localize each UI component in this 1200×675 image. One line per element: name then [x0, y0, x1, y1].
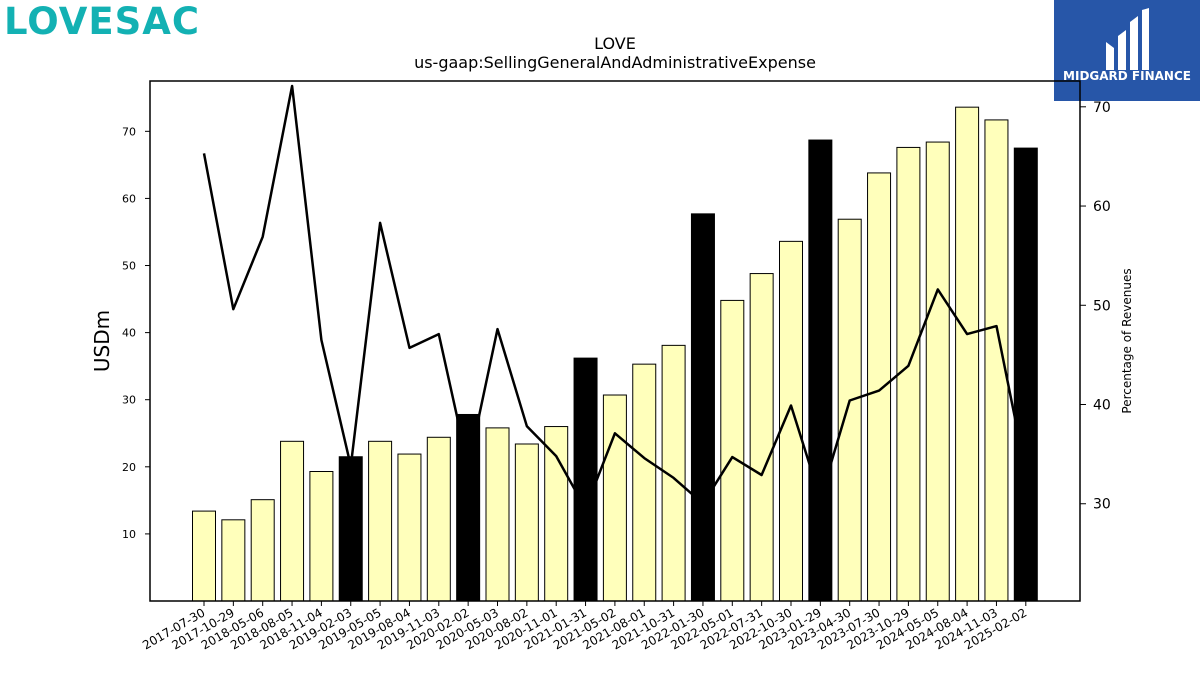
- x-axis: 2017-07-302017-10-292018-05-062018-08-05…: [140, 601, 1029, 652]
- line-series: [202, 84, 1028, 510]
- bar: [514, 443, 539, 602]
- lovesac-logo: LOVESAC: [4, 0, 201, 43]
- chart-title: LOVE: [594, 34, 636, 53]
- y-tick-label: 70: [122, 125, 136, 138]
- bar: [368, 440, 393, 602]
- bar-series: [192, 106, 1038, 602]
- bar: [749, 273, 774, 602]
- y2-axis: 30 40 50 60 70: [1080, 100, 1111, 513]
- y-axis: 10 20 30 40 50 60 70: [122, 125, 150, 541]
- y2-tick-label: 30: [1093, 497, 1111, 513]
- percent-line: [202, 84, 1028, 510]
- midgard-finance-logo: MIDGARD FINANCE: [1054, 0, 1200, 101]
- bar: [602, 394, 627, 602]
- bar: [867, 172, 892, 602]
- bar: [544, 426, 569, 602]
- y-tick-label: 40: [122, 327, 136, 340]
- y-tick-label: 60: [122, 192, 136, 205]
- y-tick-label: 30: [122, 394, 136, 407]
- bar: [456, 413, 481, 602]
- bar: [573, 357, 598, 602]
- y2-tick-label: 50: [1093, 298, 1111, 314]
- y-axis-label: USDm: [90, 310, 114, 372]
- bar: [426, 436, 451, 602]
- bar: [808, 139, 833, 602]
- bar: [925, 141, 950, 602]
- bar: [338, 456, 363, 602]
- bar: [955, 106, 980, 602]
- bar: [309, 471, 334, 602]
- bar: [690, 213, 715, 602]
- y-tick-label: 20: [122, 461, 136, 474]
- bar: [720, 299, 745, 602]
- bar: [397, 453, 422, 602]
- y-tick-label: 50: [122, 260, 136, 273]
- y2-tick-label: 40: [1093, 398, 1111, 414]
- y-tick-label: 10: [122, 528, 136, 541]
- bar: [250, 499, 275, 602]
- chart-subtitle: us-gaap:SellingGeneralAndAdministrativeE…: [414, 53, 816, 72]
- bar: [192, 510, 216, 602]
- bar: [779, 240, 803, 602]
- bar: [632, 363, 657, 602]
- y2-tick-label: 60: [1093, 199, 1111, 215]
- y2-tick-label: 70: [1093, 100, 1111, 116]
- bar: [221, 519, 246, 602]
- bar: [1013, 147, 1038, 602]
- midgard-emblem-icon: [1106, 8, 1149, 70]
- bar: [485, 427, 510, 602]
- y2-axis-label: Percentage of Revenues: [1120, 268, 1134, 413]
- bar: [280, 440, 305, 602]
- bar: [837, 218, 862, 602]
- midgard-finance-label: MIDGARD FINANCE: [1063, 69, 1191, 83]
